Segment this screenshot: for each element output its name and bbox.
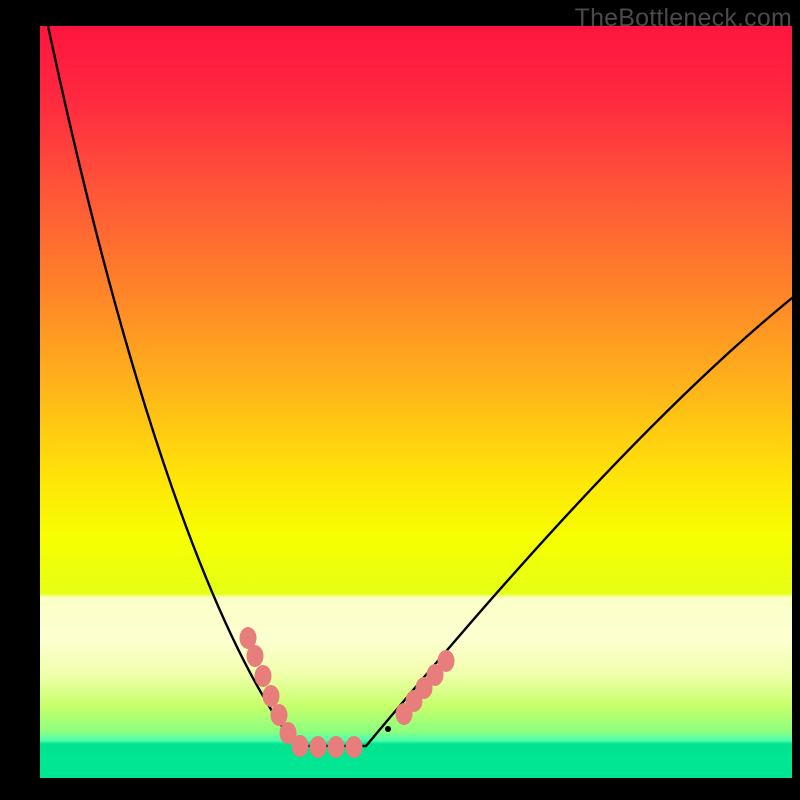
marker-left xyxy=(310,736,327,758)
marker-left xyxy=(263,685,280,707)
curve-dot xyxy=(385,726,391,732)
marker-left xyxy=(292,735,309,757)
gradient-background xyxy=(40,26,792,778)
watermark-label: TheBottleneck.com xyxy=(575,4,792,33)
marker-left xyxy=(346,736,363,758)
outer-frame xyxy=(0,0,800,800)
marker-left xyxy=(255,665,272,687)
plot-svg xyxy=(0,0,800,800)
marker-left xyxy=(271,704,288,726)
marker-left xyxy=(328,736,345,758)
marker-left xyxy=(247,645,264,667)
marker-right xyxy=(438,650,455,672)
